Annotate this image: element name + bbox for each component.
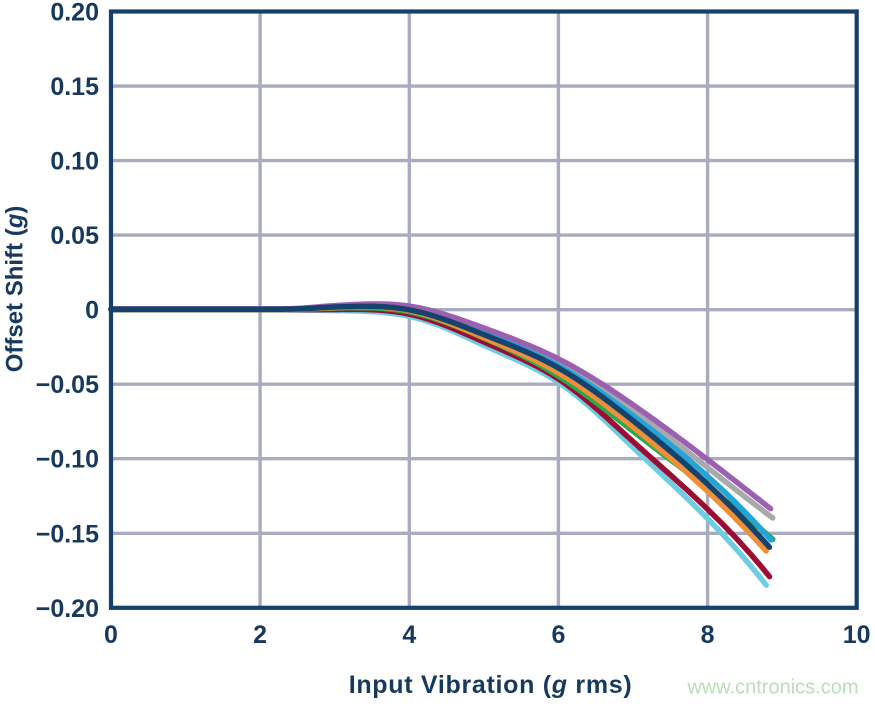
svg-text:4: 4 bbox=[402, 621, 416, 649]
svg-text:0.05: 0.05 bbox=[50, 222, 99, 250]
svg-text:Offset Shift (g): Offset Shift (g) bbox=[2, 206, 29, 373]
svg-text:0: 0 bbox=[85, 297, 99, 325]
svg-text:0.20: 0.20 bbox=[50, 0, 99, 27]
svg-text:2: 2 bbox=[253, 621, 267, 649]
svg-text:0: 0 bbox=[104, 621, 118, 649]
svg-text:−0.15: −0.15 bbox=[36, 520, 99, 548]
svg-text:10: 10 bbox=[843, 621, 871, 649]
svg-text:8: 8 bbox=[701, 621, 715, 649]
svg-text:www.cntronics.com: www.cntronics.com bbox=[686, 677, 858, 699]
svg-text:−0.20: −0.20 bbox=[36, 595, 99, 623]
svg-text:6: 6 bbox=[551, 621, 565, 649]
svg-text:−0.10: −0.10 bbox=[36, 446, 99, 474]
svg-text:−0.05: −0.05 bbox=[36, 371, 99, 399]
svg-text:Input Vibration (g rms): Input Vibration (g rms) bbox=[349, 671, 633, 699]
svg-text:0.15: 0.15 bbox=[50, 73, 99, 101]
svg-text:0.10: 0.10 bbox=[50, 148, 99, 176]
